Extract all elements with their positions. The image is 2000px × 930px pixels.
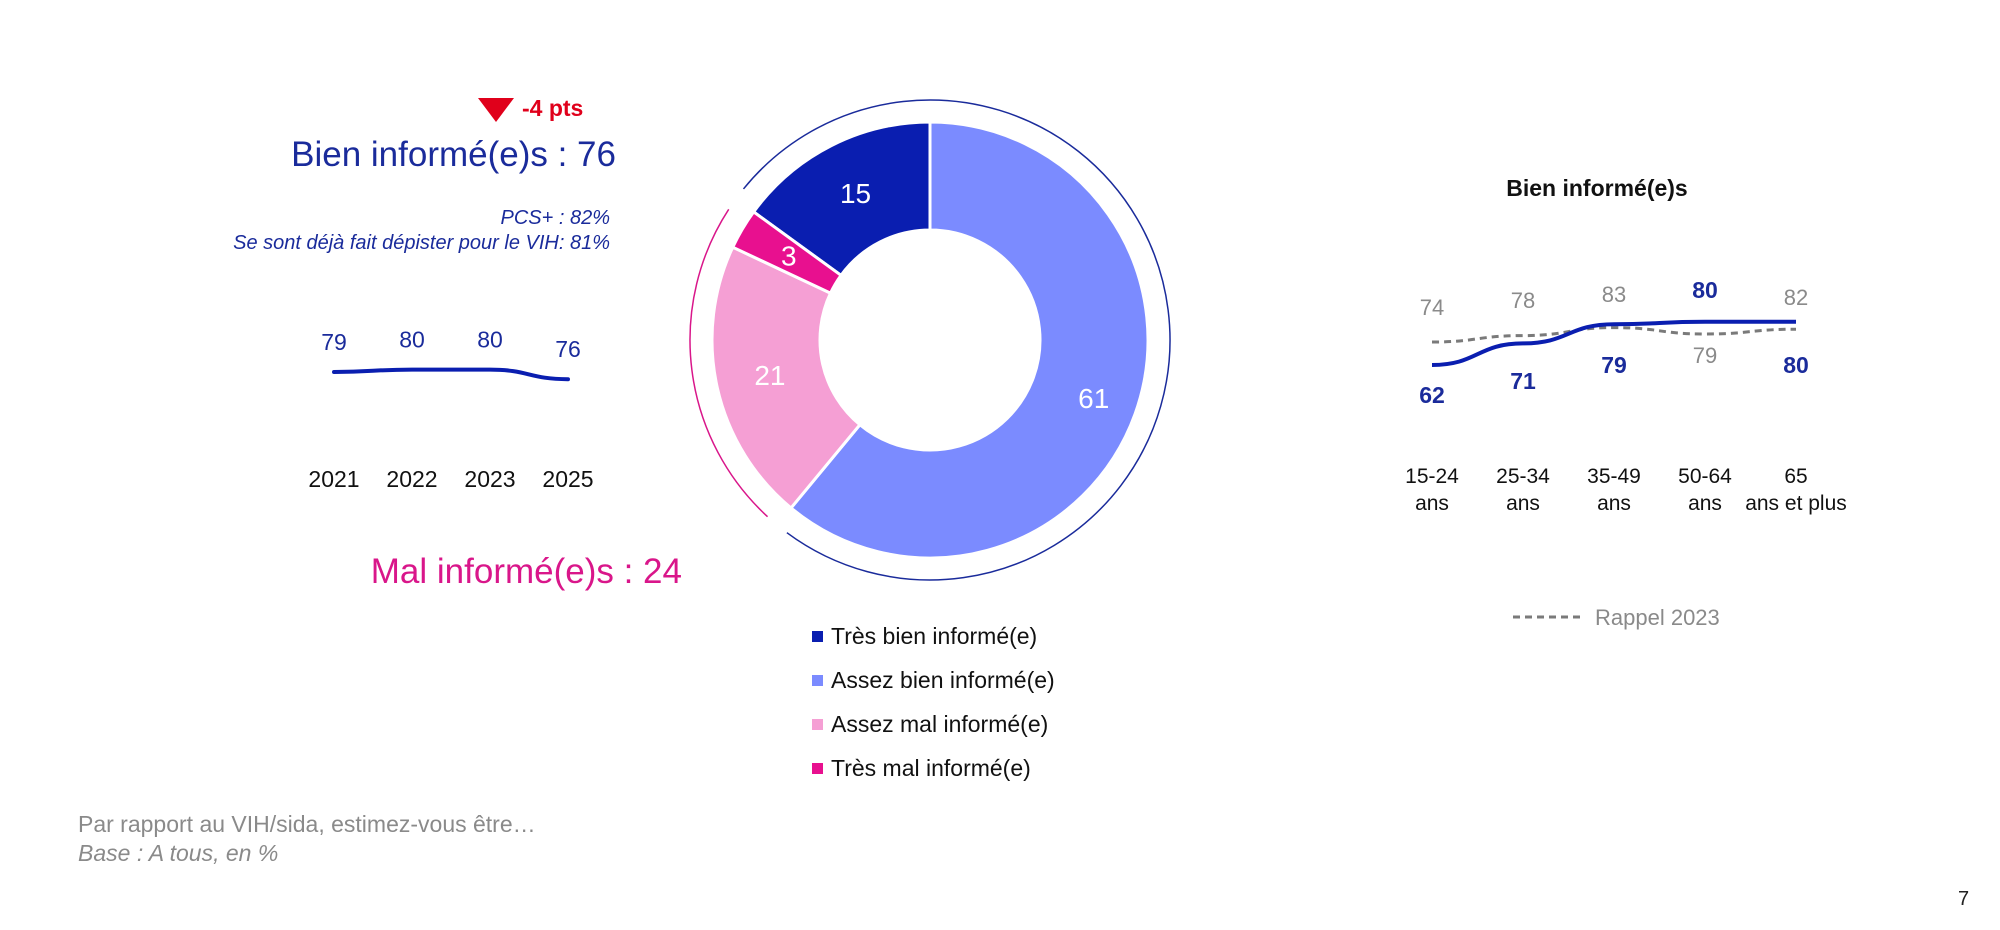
age-x-tick-label: 65 ans et plus — [1745, 465, 1847, 515]
legend-swatch — [812, 674, 823, 686]
rappel-legend-label: Rappel 2023 — [1595, 605, 1720, 630]
trend-data-label: 80 — [477, 327, 503, 353]
legend-swatch — [812, 718, 823, 730]
legend-label: Assez bien informé(e) — [831, 666, 1055, 693]
trend-x-tick-label: 2021 — [308, 466, 359, 492]
trend-line-chart: 79 80 80 76 2021 2022 2023 2025 — [308, 327, 593, 492]
rappel-2023-data-label: 79 — [1693, 343, 1717, 368]
base-text: Base : A tous, en % — [78, 840, 279, 866]
series-2025-data-label: 62 — [1419, 382, 1445, 408]
question-text: Par rapport au VIH/sida, estimez-vous êt… — [78, 811, 536, 837]
bien-informes-title: Bien informé(e)s : 76 — [291, 135, 616, 174]
rappel-2023-data-label: 78 — [1511, 288, 1535, 313]
age-x-tick-label: 25-34 ans — [1496, 465, 1550, 515]
donut-slice — [751, 120, 932, 278]
series-2025-data-label: 79 — [1601, 352, 1627, 378]
rappel-2023-data-label: 74 — [1420, 295, 1444, 320]
delta-indicator: -4 pts — [478, 95, 583, 122]
trend-data-label: 80 — [399, 327, 425, 353]
donut-slice-label: 15 — [840, 178, 871, 209]
series-2025-data-label: 80 — [1783, 352, 1809, 378]
series-2025-data-label: 80 — [1692, 277, 1718, 303]
donut-chart: 15 61 21 3 — [689, 99, 1171, 581]
legend-item: Très mal informé(e) — [812, 746, 1055, 790]
donut-legend: Très bien informé(e) Assez bien informé(… — [812, 614, 1055, 790]
legend-label: Assez mal informé(e) — [831, 710, 1049, 737]
legend-swatch — [812, 630, 823, 642]
series-2025-line — [1431, 319, 1796, 367]
rappel-2023-line — [1431, 326, 1797, 344]
donut-slice-label: 61 — [1078, 383, 1109, 414]
rappel-2023-data-label: 82 — [1784, 285, 1808, 310]
bien-bracket-arc — [742, 99, 1171, 581]
note-depistage: Se sont déjà fait dépister pour le VIH: … — [233, 232, 610, 254]
legend-label: Très bien informé(e) — [831, 622, 1038, 649]
legend-item: Très bien informé(e) — [812, 614, 1055, 658]
mal-bracket-arc — [689, 208, 769, 518]
donut-slice — [710, 245, 862, 511]
legend-item: Assez mal informé(e) — [812, 702, 1055, 746]
trend-data-label: 76 — [555, 336, 581, 362]
trend-x-tick-label: 2023 — [464, 466, 515, 492]
legend-item: Assez bien informé(e) — [812, 658, 1055, 702]
age-x-tick-label: 35-49 ans — [1587, 465, 1641, 515]
donut-slice — [788, 120, 1150, 560]
age-chart-title: Bien informé(e)s — [1506, 175, 1687, 201]
donut-slice-label: 21 — [754, 360, 785, 391]
page-number: 7 — [1958, 888, 1970, 910]
trend-data-label: 79 — [321, 329, 347, 355]
trend-x-tick-label: 2025 — [542, 466, 593, 492]
rappel-2023-data-label: 83 — [1602, 282, 1626, 307]
down-triangle-icon — [478, 97, 514, 122]
legend-swatch — [812, 762, 823, 774]
trend-x-tick-label: 2022 — [386, 466, 437, 492]
note-pcs: PCS+ : 82% — [500, 207, 610, 229]
donut-slice — [730, 209, 844, 296]
age-x-tick-label: 50-64 ans — [1678, 465, 1732, 515]
donut-slice-label: 3 — [781, 241, 797, 272]
trend-series-line — [332, 367, 570, 382]
legend-label: Très mal informé(e) — [831, 754, 1031, 781]
series-2025-data-label: 71 — [1510, 368, 1536, 394]
delta-label: -4 pts — [522, 95, 584, 121]
age-line-chart: Bien informé(e)s 74 78 83 79 82 62 71 79 80 80 15-2… — [1405, 175, 1847, 630]
age-x-tick-label: 15-24 ans — [1405, 465, 1459, 515]
mal-informes-title: Mal informé(e)s : 24 — [370, 552, 682, 591]
